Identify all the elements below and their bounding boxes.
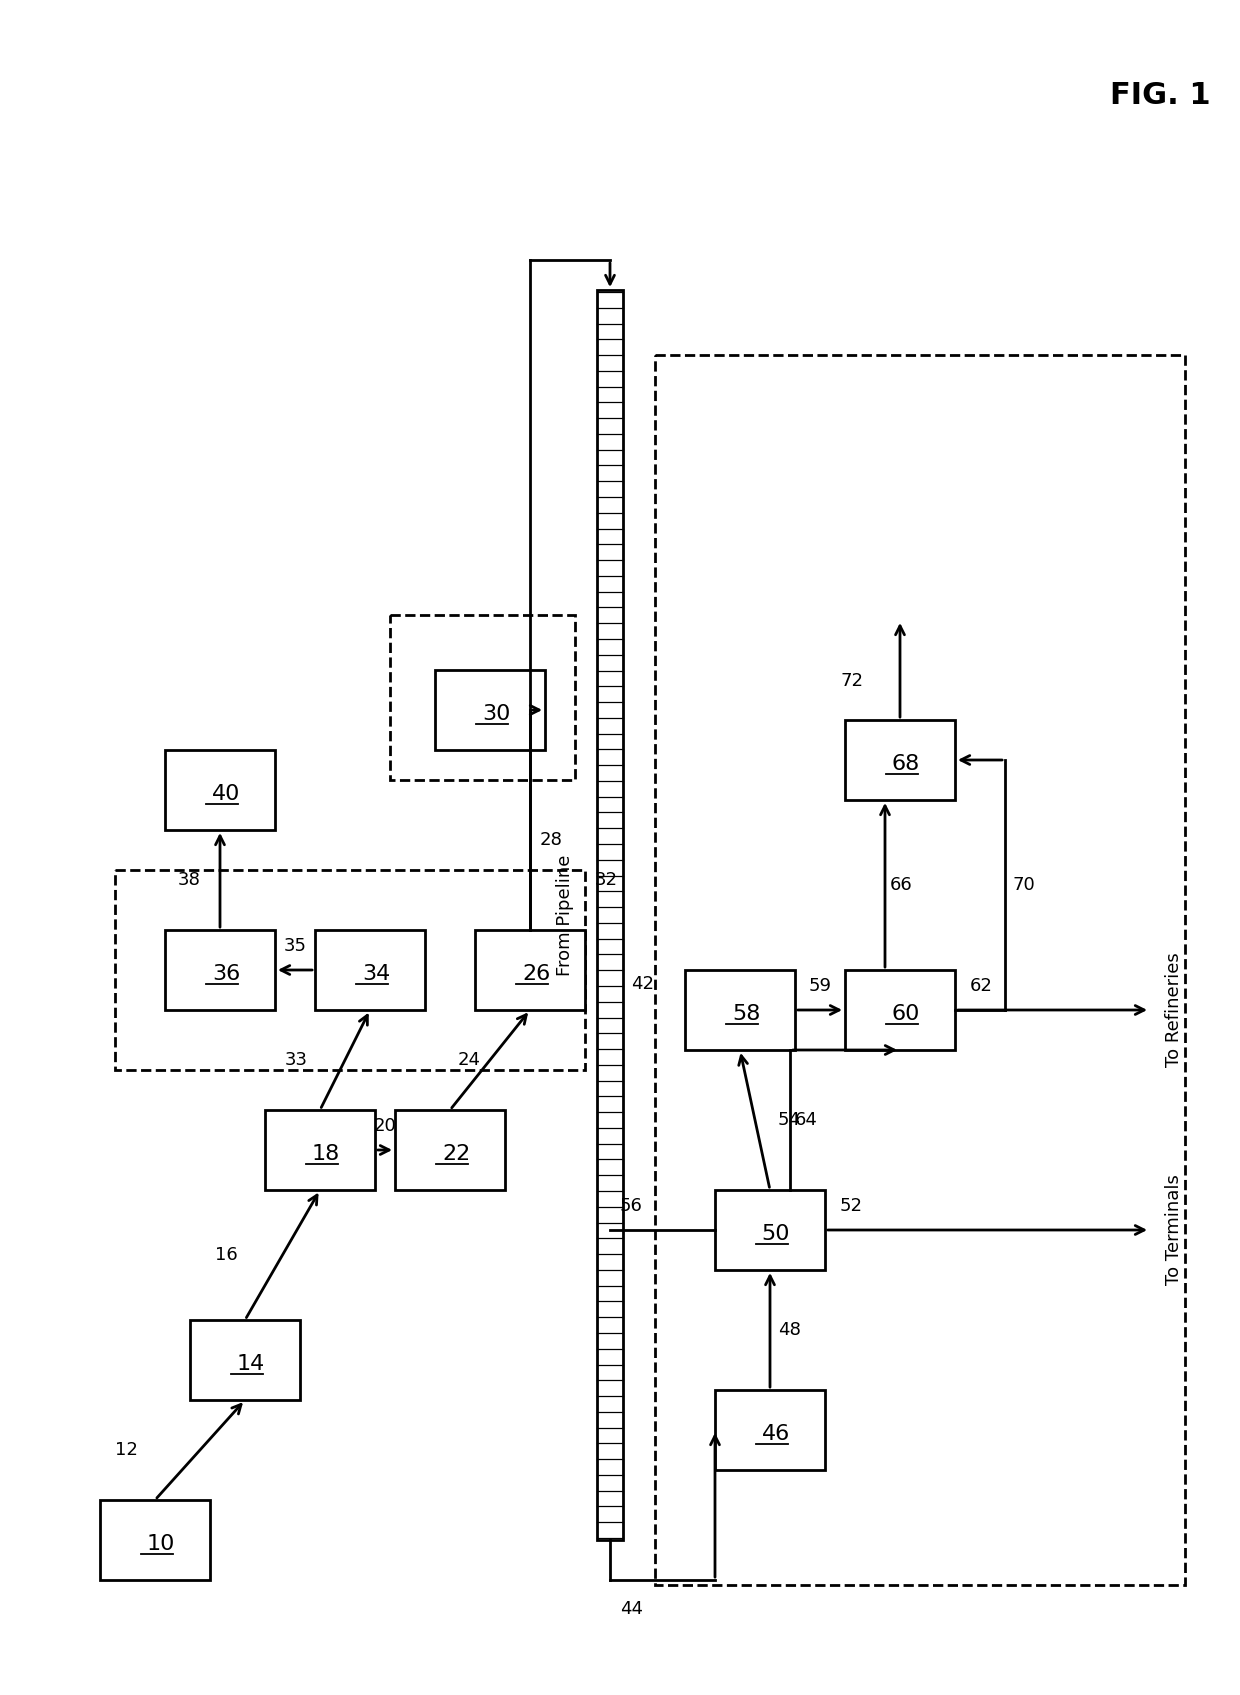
Text: 54: 54	[777, 1110, 801, 1129]
Bar	[715, 1190, 825, 1270]
Text: 22: 22	[441, 1144, 470, 1164]
Text: 44: 44	[620, 1600, 644, 1619]
Bar	[396, 1110, 505, 1190]
Text: 50: 50	[761, 1224, 790, 1244]
Text: 10: 10	[146, 1534, 175, 1554]
Text: 18: 18	[312, 1144, 340, 1164]
Text: 70: 70	[1013, 876, 1035, 893]
Bar	[435, 670, 546, 749]
Bar	[844, 720, 955, 800]
Bar	[655, 354, 1185, 1585]
Text: 38: 38	[179, 871, 201, 888]
Text: 24: 24	[458, 1051, 481, 1070]
Text: 32: 32	[595, 871, 618, 888]
Text: 68: 68	[892, 754, 920, 775]
Text: FIG. 1: FIG. 1	[1110, 80, 1210, 110]
Text: 48: 48	[777, 1320, 801, 1339]
Text: 62: 62	[970, 976, 993, 995]
Text: 36: 36	[212, 964, 241, 985]
Text: 72: 72	[839, 671, 863, 690]
Bar	[100, 1500, 210, 1580]
Bar	[315, 931, 425, 1010]
Text: 52: 52	[839, 1197, 863, 1215]
Text: 16: 16	[215, 1246, 238, 1264]
Text: 33: 33	[285, 1051, 308, 1070]
Bar	[115, 870, 585, 1070]
Bar	[165, 749, 275, 831]
Text: 58: 58	[732, 1003, 760, 1024]
Text: 64: 64	[795, 1110, 818, 1129]
Text: To Terminals: To Terminals	[1166, 1175, 1183, 1285]
Text: From Pipeline: From Pipeline	[556, 854, 574, 976]
Bar	[844, 970, 955, 1049]
Text: 40: 40	[212, 785, 241, 803]
Text: 28: 28	[539, 831, 563, 849]
Text: 34: 34	[362, 964, 391, 985]
Text: 14: 14	[237, 1354, 265, 1375]
Text: 59: 59	[808, 976, 832, 995]
Bar	[715, 1390, 825, 1470]
Bar	[684, 970, 795, 1049]
Text: 66: 66	[890, 876, 913, 893]
Text: To Refineries: To Refineries	[1166, 953, 1183, 1068]
Bar	[475, 931, 585, 1010]
Bar	[391, 615, 575, 780]
Text: 12: 12	[115, 1441, 138, 1459]
Bar	[165, 931, 275, 1010]
Bar	[190, 1320, 300, 1400]
Text: 46: 46	[761, 1424, 790, 1444]
Text: 30: 30	[482, 703, 510, 724]
Text: 60: 60	[892, 1003, 920, 1024]
Text: 20: 20	[373, 1117, 397, 1136]
Text: 42: 42	[631, 975, 653, 993]
Bar	[596, 290, 622, 1541]
Text: 26: 26	[522, 964, 551, 985]
Text: 35: 35	[284, 937, 306, 954]
Bar	[265, 1110, 374, 1190]
Text: 56: 56	[620, 1197, 642, 1215]
